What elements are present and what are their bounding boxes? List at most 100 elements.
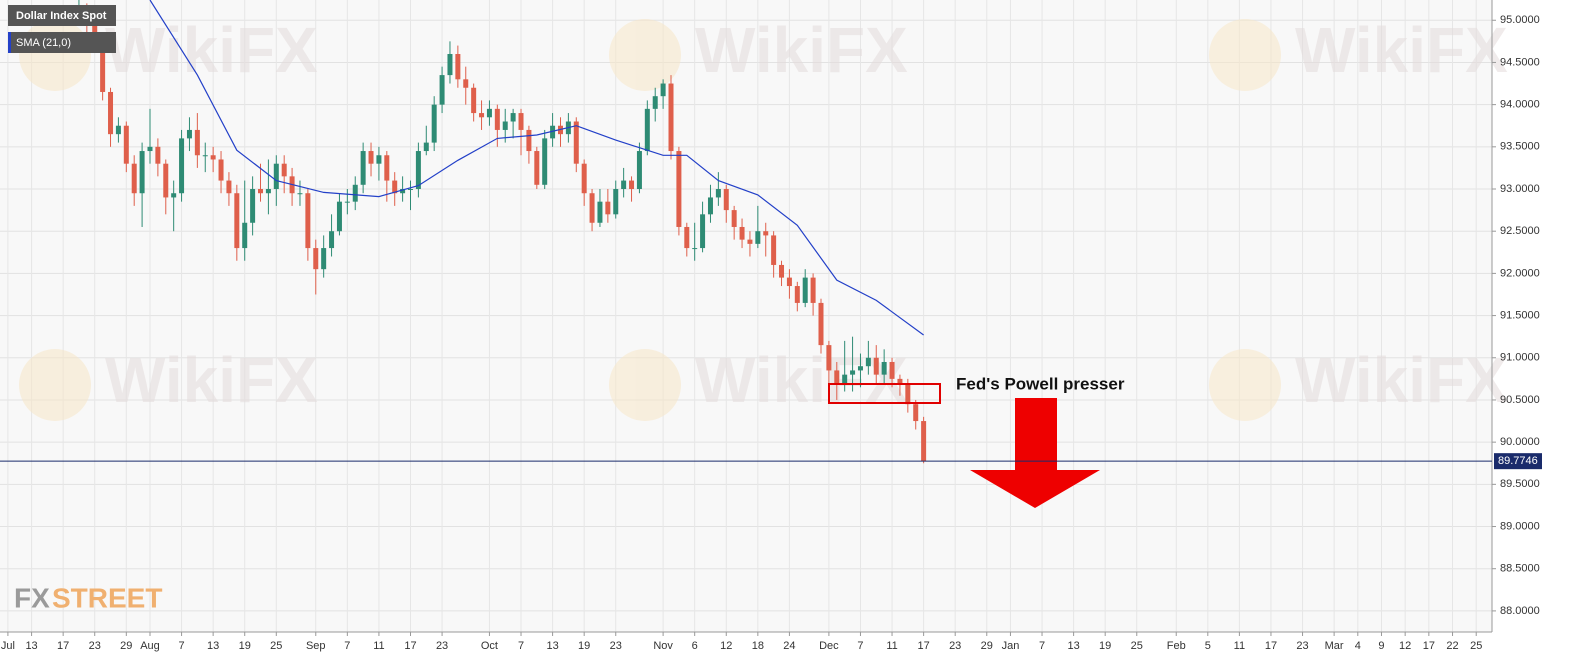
- legend-box: [8, 32, 116, 53]
- candle-body: [463, 79, 469, 88]
- candle-body: [100, 37, 106, 92]
- candle-body: [234, 193, 240, 249]
- y-tick-label: 94.0000: [1500, 99, 1540, 111]
- sma-line: [149, 0, 924, 336]
- candle-body: [747, 239, 753, 244]
- legend-label: Dollar Index Spot: [16, 10, 107, 22]
- candle-body: [589, 193, 595, 223]
- x-tick-label: 17: [1423, 640, 1435, 652]
- x-tick-label: 7: [1039, 640, 1045, 652]
- candle-body: [439, 75, 445, 105]
- candle-body: [676, 151, 682, 227]
- x-tick-label: 23: [436, 640, 448, 652]
- candle-body: [518, 113, 524, 130]
- x-tick-label: 7: [344, 640, 350, 652]
- candle-body: [707, 197, 713, 215]
- x-tick-label: 18: [752, 640, 764, 652]
- logo: STREET: [52, 582, 162, 613]
- candle-body: [273, 163, 279, 190]
- candle-body: [921, 421, 927, 462]
- candle-body: [155, 146, 161, 164]
- candle-body: [550, 125, 556, 139]
- x-tick-label: Jan: [1002, 640, 1020, 652]
- candle-body: [242, 222, 248, 249]
- candle-body: [305, 193, 311, 249]
- candle-body: [802, 277, 808, 303]
- candle-body: [660, 83, 666, 97]
- x-tick-label: 12: [1399, 640, 1411, 652]
- candle-body: [842, 374, 848, 384]
- candle-body: [715, 189, 721, 198]
- candle-body: [794, 286, 800, 303]
- candle-body: [163, 163, 169, 198]
- watermark-icon: [609, 349, 681, 421]
- x-tick-label: 17: [57, 640, 69, 652]
- candle-body: [171, 193, 177, 198]
- x-tick-label: Nov: [653, 640, 673, 652]
- candle-body: [502, 121, 508, 130]
- candle-body: [258, 189, 264, 194]
- x-tick-label: 25: [270, 640, 282, 652]
- marks: [76, 0, 927, 464]
- candle-body: [115, 125, 121, 135]
- x-tick-label: 11: [373, 640, 384, 652]
- candle-body: [857, 366, 863, 371]
- x-tick-label: 17: [404, 640, 416, 652]
- watermark: WikiFX: [105, 344, 318, 416]
- candle-body: [613, 189, 619, 215]
- x-tick-label: 17: [1265, 640, 1277, 652]
- y-tick-label: 95.0000: [1500, 14, 1540, 26]
- candle-body: [313, 248, 319, 270]
- watermark: WikiFX: [1295, 344, 1508, 416]
- candle-body: [123, 125, 129, 164]
- last-price-label: 89.7746: [1498, 455, 1538, 467]
- candle-body: [526, 129, 532, 152]
- candle-body: [834, 370, 840, 384]
- candle-body: [739, 226, 745, 240]
- watermark: WikiFX: [105, 14, 318, 86]
- candle-body: [329, 231, 335, 249]
- candle-body: [818, 302, 824, 346]
- candle-body: [108, 91, 114, 135]
- candle-body: [889, 361, 895, 379]
- candle-body: [431, 104, 437, 143]
- candle-body: [652, 96, 658, 109]
- x-tick-label: Sep: [306, 640, 326, 652]
- x-tick-label: 13: [207, 640, 219, 652]
- candle-body: [605, 201, 611, 215]
- x-tick-label: 19: [578, 640, 590, 652]
- x-tick-label: 29: [120, 640, 132, 652]
- candle-body: [194, 129, 200, 156]
- x-tick-label: 13: [25, 640, 37, 652]
- candle-body: [265, 189, 271, 194]
- candle-body: [913, 404, 919, 422]
- candle-body: [226, 180, 232, 194]
- y-tick-label: 92.5000: [1500, 225, 1540, 237]
- x-tick-label: Feb: [1167, 640, 1186, 652]
- x-tick-label: 23: [1296, 640, 1308, 652]
- candle-body: [573, 121, 579, 164]
- annotation-box: [828, 383, 941, 404]
- candle-body: [668, 83, 674, 152]
- candle-body: [92, 24, 98, 38]
- x-tick-label: 19: [1099, 640, 1111, 652]
- y-tick-label: 94.5000: [1500, 56, 1540, 68]
- candle-body: [447, 54, 453, 76]
- x-tick-label: 24: [783, 640, 795, 652]
- candle-body: [479, 113, 485, 118]
- annotation: Fed's Powell presser: [956, 374, 1125, 393]
- candle-body: [352, 184, 358, 202]
- watermark: WikiFX: [695, 14, 908, 86]
- last-price-box: [1494, 453, 1542, 470]
- y-tick-label: 93.5000: [1500, 141, 1540, 153]
- candle-body: [250, 189, 256, 223]
- x-tick-label: 11: [1234, 640, 1245, 652]
- candle-body: [392, 180, 398, 194]
- candle-body: [400, 189, 406, 194]
- legend-box: [8, 5, 116, 26]
- logo: FX: [14, 582, 50, 613]
- candle-body: [581, 163, 587, 194]
- candle-body: [415, 151, 421, 190]
